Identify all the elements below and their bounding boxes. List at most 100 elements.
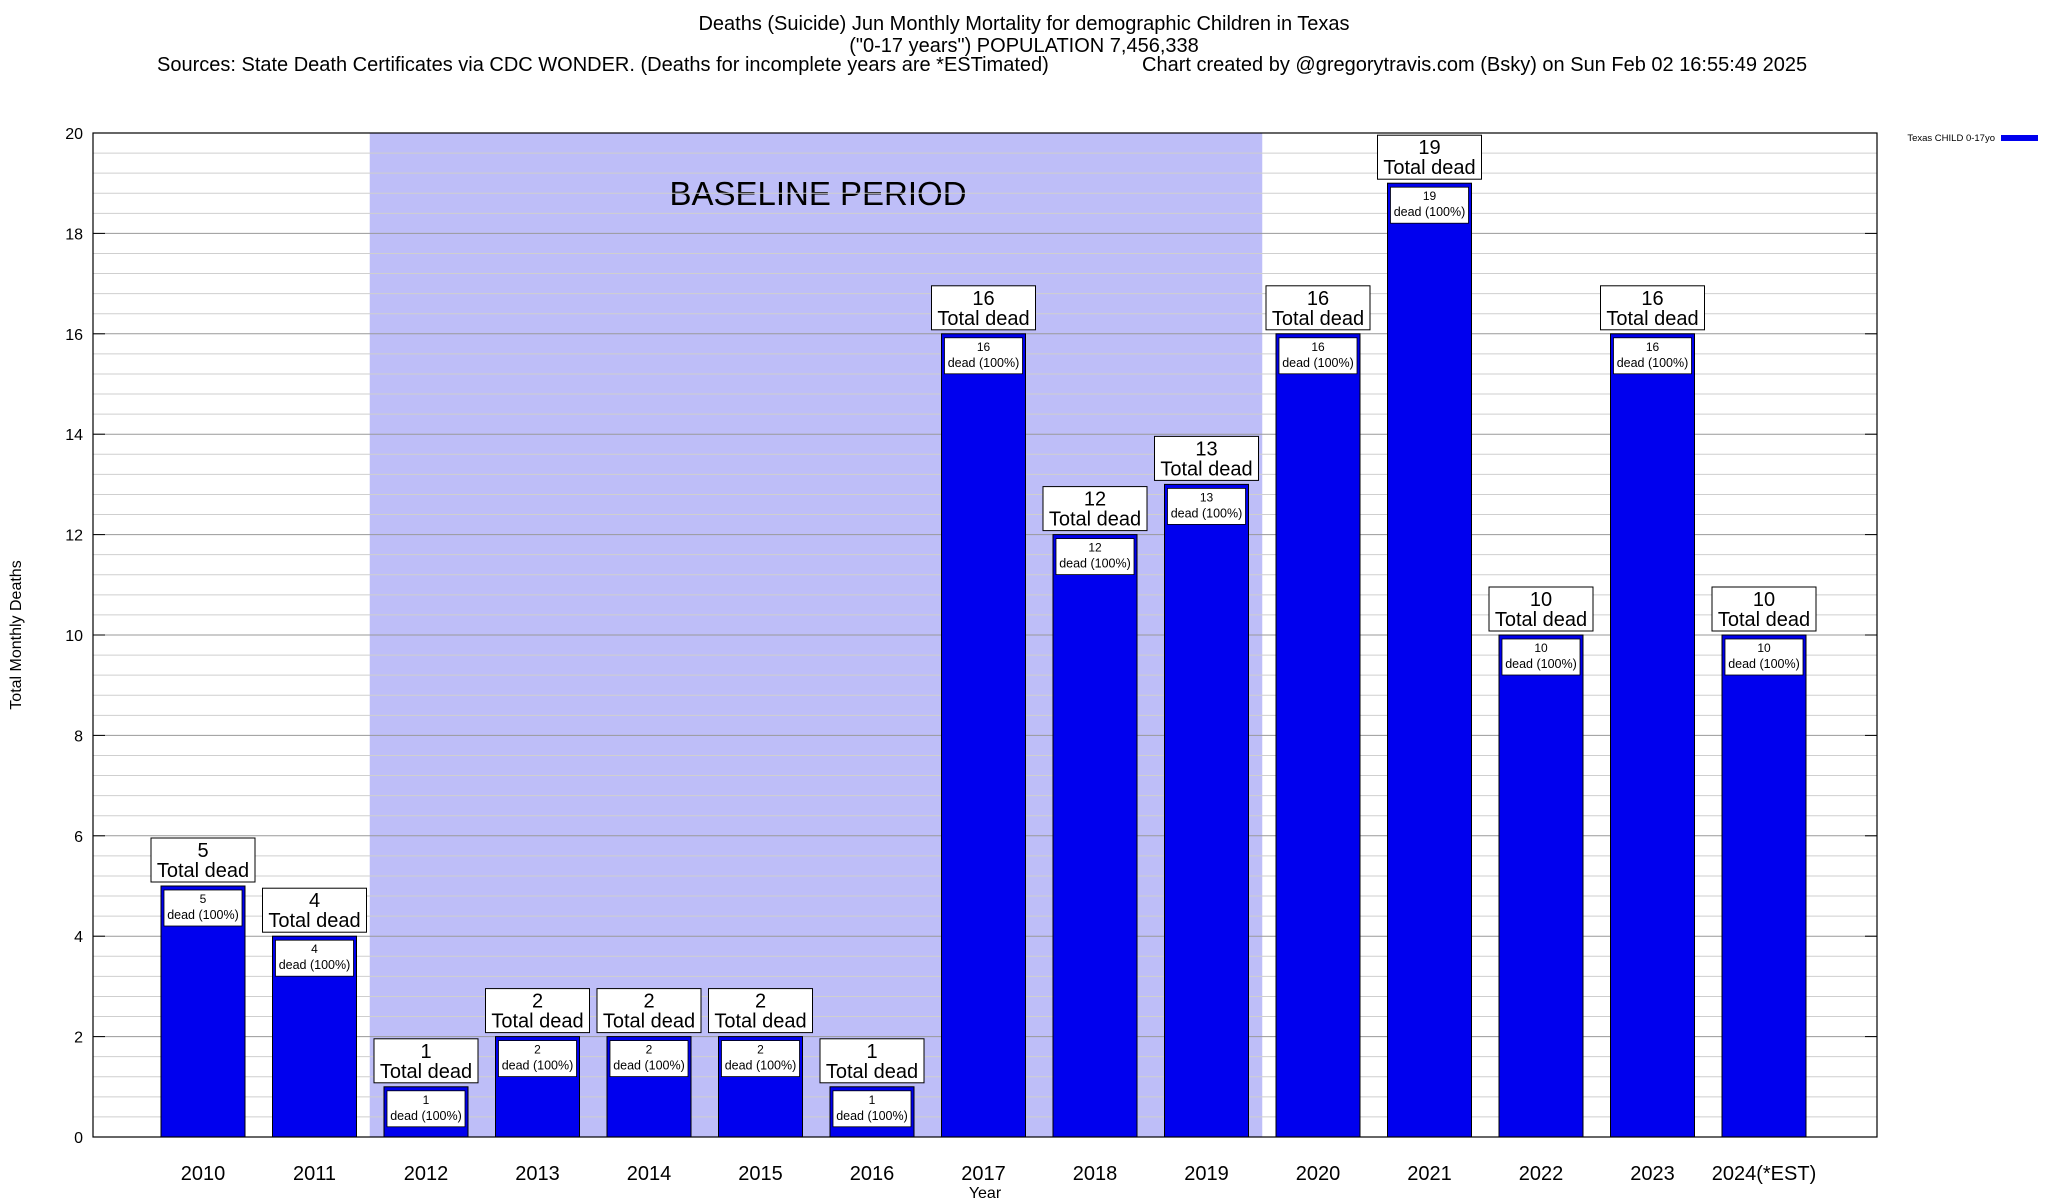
bar-inner-percent-label: dead (100%) <box>390 1109 462 1123</box>
bar-total-label-box <box>931 285 1036 331</box>
bar-inner-value-label: 10 <box>1757 641 1771 655</box>
bar-inner-percent-label: dead (100%) <box>1505 657 1577 671</box>
bar-inner-percent-label: dead (100%) <box>1617 356 1689 370</box>
legend-swatch <box>2001 135 2038 141</box>
bar-inner-label-box <box>275 939 354 977</box>
bar-inner-value-label: 16 <box>977 340 991 354</box>
bar-inner-label-box <box>1055 538 1135 575</box>
x-tick-label: 2016 <box>850 1163 895 1185</box>
x-tick-label: 2013 <box>515 1163 560 1185</box>
bar-total-value-label: 1 <box>866 1041 877 1063</box>
x-tick-label: 2012 <box>404 1163 449 1185</box>
bar-total-value-label: 16 <box>1307 288 1329 310</box>
bar-inner-label-box <box>1167 487 1246 525</box>
bar-inner-value-label: 1 <box>869 1093 876 1107</box>
bar-total-text-label: Total dead <box>1495 609 1587 631</box>
bar-inner-label-box <box>721 1040 800 1077</box>
bar-total-label-box <box>1711 586 1817 632</box>
y-tick-label: 14 <box>65 427 83 444</box>
y-tick-label: 4 <box>74 929 83 946</box>
x-tick-label: 2011 <box>293 1163 336 1185</box>
bar-total-label-box <box>1377 134 1482 180</box>
bar-inner-percent-label: dead (100%) <box>167 908 239 922</box>
bar-total-label-box <box>819 1038 925 1084</box>
bar-total-text-label: Total dead <box>714 1011 806 1033</box>
legend-label: Texas CHILD 0-17yo <box>1907 133 1995 144</box>
x-tick-label: 2021 <box>1407 1163 1452 1185</box>
x-tick-label: 2022 <box>1519 1163 1564 1185</box>
bar-inner-label-box <box>944 337 1023 375</box>
bar-inner-value-label: 2 <box>534 1043 541 1057</box>
bar-total-value-label: 16 <box>1641 288 1663 310</box>
bar-inner-label-box <box>832 1090 912 1128</box>
bar-2020 <box>1275 333 1361 1138</box>
bar-total-value-label: 2 <box>532 991 543 1013</box>
y-tick-label: 12 <box>65 528 83 545</box>
x-tick-label: 2017 <box>961 1163 1006 1185</box>
y-tick-label: 2 <box>74 1030 83 1047</box>
x-tick-label: 2010 <box>181 1163 226 1185</box>
y-tick-label: 16 <box>65 327 83 344</box>
x-tick-label: 2020 <box>1296 1163 1341 1185</box>
bar-total-label-box <box>1042 486 1148 532</box>
bar-inner-value-label: 19 <box>1423 189 1437 203</box>
bar-total-label-box <box>596 988 702 1034</box>
bar-inner-label-box <box>1390 186 1469 224</box>
y-tick-label: 10 <box>65 628 83 645</box>
bar-total-text-label: Total dead <box>380 1061 472 1083</box>
x-tick-label: 2014 <box>627 1163 672 1185</box>
bar-total-text-label: Total dead <box>603 1011 695 1033</box>
bar-2018 <box>1052 534 1138 1138</box>
bar-inner-label-box <box>1278 337 1358 375</box>
bar-total-label-box <box>1488 586 1594 632</box>
y-tick-label: 6 <box>74 829 83 846</box>
bar-total-value-label: 4 <box>309 890 320 912</box>
bar-inner-label-box <box>1613 337 1692 375</box>
bar-total-text-label: Total dead <box>1272 308 1364 330</box>
bar-total-text-label: Total dead <box>491 1011 583 1033</box>
bar-total-label-box <box>485 988 590 1034</box>
bar-total-text-label: Total dead <box>826 1061 918 1083</box>
bar-total-text-label: Total dead <box>157 860 249 882</box>
bar-total-value-label: 16 <box>972 288 994 310</box>
x-tick-label: 2024(*EST) <box>1712 1163 1817 1185</box>
x-tick-label: 2019 <box>1184 1163 1229 1185</box>
bar-total-value-label: 10 <box>1530 589 1552 611</box>
bar-inner-value-label: 5 <box>200 892 207 906</box>
bar-total-text-label: Total dead <box>1606 308 1698 330</box>
bar-inner-percent-label: dead (100%) <box>1394 205 1466 219</box>
bar-inner-percent-label: dead (100%) <box>613 1059 685 1073</box>
bar-total-value-label: 2 <box>643 991 654 1013</box>
bar-2017 <box>941 333 1026 1138</box>
bar-inner-value-label: 13 <box>1200 490 1214 504</box>
bar-inner-value-label: 16 <box>1646 340 1660 354</box>
bar-inner-label-box <box>498 1040 577 1077</box>
bar-2021 <box>1387 182 1472 1138</box>
bar-total-text-label: Total dead <box>1160 458 1252 480</box>
bar-total-value-label: 10 <box>1753 589 1775 611</box>
bar-total-text-label: Total dead <box>268 910 360 932</box>
bar-total-label-box <box>1600 285 1705 331</box>
x-tick-label: 2018 <box>1073 1163 1118 1185</box>
bar-inner-label-box <box>163 889 243 927</box>
y-axis-label: Total Monthly Deaths <box>8 560 25 709</box>
bar-inner-percent-label: dead (100%) <box>1282 356 1354 370</box>
bar-inner-label-box <box>1724 638 1804 676</box>
bar-total-text-label: Total dead <box>937 308 1029 330</box>
bar-total-value-label: 2 <box>755 991 766 1013</box>
bar-inner-percent-label: dead (100%) <box>836 1109 908 1123</box>
bar-total-label-box <box>373 1038 479 1084</box>
bar-total-value-label: 13 <box>1195 438 1217 460</box>
x-tick-label: 2023 <box>1630 1163 1675 1185</box>
bar-total-label-box <box>262 887 367 933</box>
bar-inner-value-label: 12 <box>1088 541 1102 555</box>
bar-total-text-label: Total dead <box>1049 509 1141 531</box>
x-axis-label: Year <box>969 1185 1002 1200</box>
bar-inner-value-label: 10 <box>1534 641 1548 655</box>
bar-2022 <box>1498 634 1584 1138</box>
bar-inner-value-label: 2 <box>757 1043 764 1057</box>
bar-total-label-box <box>1154 435 1259 481</box>
bar-inner-label-box <box>1501 638 1581 676</box>
chart-credit: Chart created by @gregorytravis.com (Bsk… <box>1142 54 1808 76</box>
